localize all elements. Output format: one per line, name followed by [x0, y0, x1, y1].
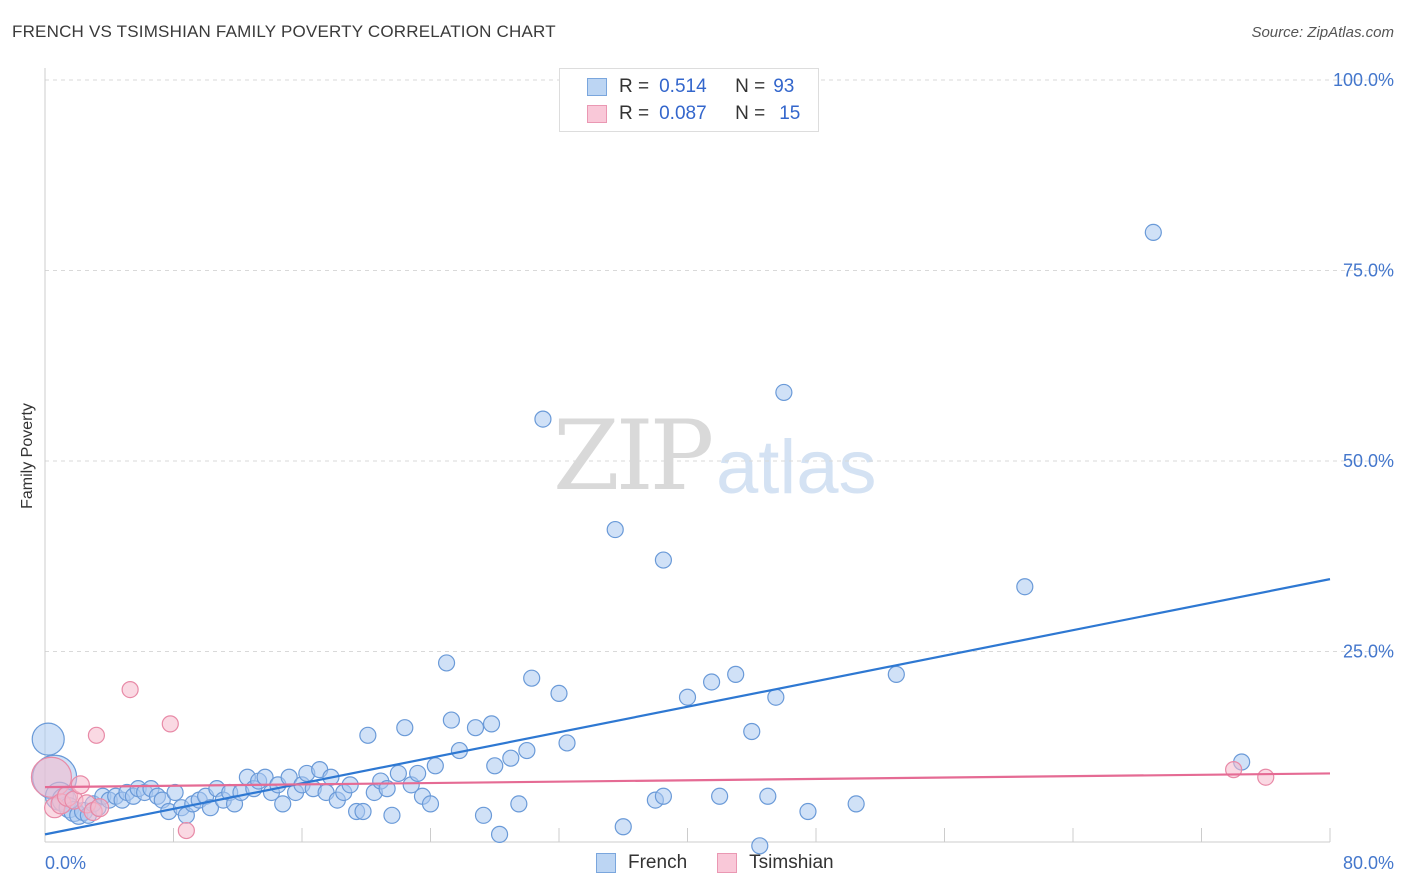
french-point — [743, 722, 761, 741]
french-point — [437, 654, 456, 672]
french-point — [887, 665, 905, 683]
tsimshian-point — [90, 798, 110, 818]
french-point — [474, 806, 493, 824]
french-point — [751, 837, 769, 855]
french-point — [389, 764, 407, 783]
french-point — [759, 787, 777, 805]
french-point — [534, 410, 552, 428]
french-point — [558, 734, 576, 752]
french-r-key: R = — [619, 76, 650, 97]
french-r-value: 0.514 — [659, 76, 707, 97]
french-point — [847, 795, 865, 813]
french-legend-icon — [596, 853, 616, 873]
watermark-atlas: atlas — [716, 425, 877, 510]
french-point — [409, 764, 427, 783]
french-point — [614, 818, 632, 836]
series-legend: French Tsimshian — [596, 852, 864, 874]
legend-label-french: French — [628, 852, 688, 873]
french-point — [523, 669, 541, 687]
tsimshian-point — [1257, 768, 1275, 786]
axes — [44, 68, 1331, 843]
tsimshian-swatch-icon — [587, 105, 607, 123]
y-tick-label: 50.0% — [1343, 451, 1394, 471]
french-point — [654, 551, 673, 569]
tick-labels: 100.0% 75.0% 50.0% 25.0% 0.0% 80.0% — [45, 70, 1394, 873]
french-n-value: 93 — [773, 76, 795, 97]
grid-lines — [45, 79, 1390, 652]
x-tick-label: 80.0% — [1343, 853, 1394, 873]
legend-item-french[interactable]: French — [596, 852, 687, 874]
data-points — [30, 223, 1275, 855]
french-point — [421, 795, 440, 813]
french-point — [490, 825, 509, 843]
french-point — [482, 715, 501, 733]
french-point — [1144, 223, 1162, 241]
french-swatch-icon — [587, 78, 607, 96]
tsimshian-n-key: N = — [735, 103, 766, 124]
source-label: Source: ZipAtlas.com — [1251, 24, 1394, 41]
tsimshian-r-key: R = — [619, 103, 650, 124]
french-point — [396, 719, 414, 737]
french-point — [166, 783, 184, 802]
french-point — [727, 665, 745, 683]
french-point — [201, 799, 220, 817]
french-n-key: N = — [735, 76, 766, 97]
french-trend-line — [44, 578, 1331, 836]
tsimshian-point — [161, 715, 179, 733]
trend-lines — [44, 578, 1331, 836]
french-point — [383, 806, 401, 824]
french-point — [767, 688, 785, 706]
tsimshian-r-value: 0.087 — [659, 103, 707, 124]
legend-row-french: R = 0.514 N = 93 — [587, 75, 794, 99]
french-point — [1016, 578, 1034, 596]
x-tick-label: 0.0% — [45, 853, 86, 873]
french-point — [654, 787, 673, 805]
legend-row-tsimshian: R = 0.087 N = 15 — [587, 102, 800, 126]
tsimshian-n-value: 15 — [779, 103, 801, 124]
french-point — [799, 802, 817, 821]
tsimshian-point — [70, 775, 90, 795]
french-point — [354, 802, 372, 821]
french-point — [274, 795, 292, 813]
french-point — [486, 757, 504, 775]
chart-title: FRENCH VS TSIMSHIAN FAMILY POVERTY CORRE… — [12, 22, 556, 41]
y-tick-label: 75.0% — [1343, 261, 1394, 281]
french-point — [518, 741, 536, 760]
french-point — [606, 520, 624, 539]
french-point — [442, 711, 460, 729]
tsimshian-point — [177, 821, 195, 840]
tsimshian-trend-line — [44, 772, 1331, 789]
tsimshian-point — [87, 726, 106, 744]
french-point — [775, 383, 793, 402]
legend-item-tsimshian[interactable]: Tsimshian — [717, 852, 834, 874]
correlation-legend: R = 0.514 N = 93 R = 0.087 N = 15 — [559, 68, 819, 132]
legend-label-tsimshian: Tsimshian — [749, 852, 834, 873]
french-point — [466, 719, 485, 737]
french-point — [31, 722, 65, 756]
tsimshian-point — [121, 680, 139, 699]
french-point — [702, 673, 721, 691]
watermark-zip: ZIP — [553, 400, 714, 512]
french-point — [502, 749, 520, 767]
y-tick-label: 100.0% — [1333, 70, 1394, 90]
tsimshian-legend-icon — [717, 853, 738, 873]
french-point — [711, 787, 729, 805]
french-point — [378, 780, 396, 798]
french-point — [426, 757, 444, 775]
french-point — [510, 795, 528, 813]
french-point — [359, 726, 377, 744]
french-point — [678, 688, 697, 706]
y-tick-label: 25.0% — [1343, 642, 1394, 662]
french-point — [550, 684, 568, 703]
